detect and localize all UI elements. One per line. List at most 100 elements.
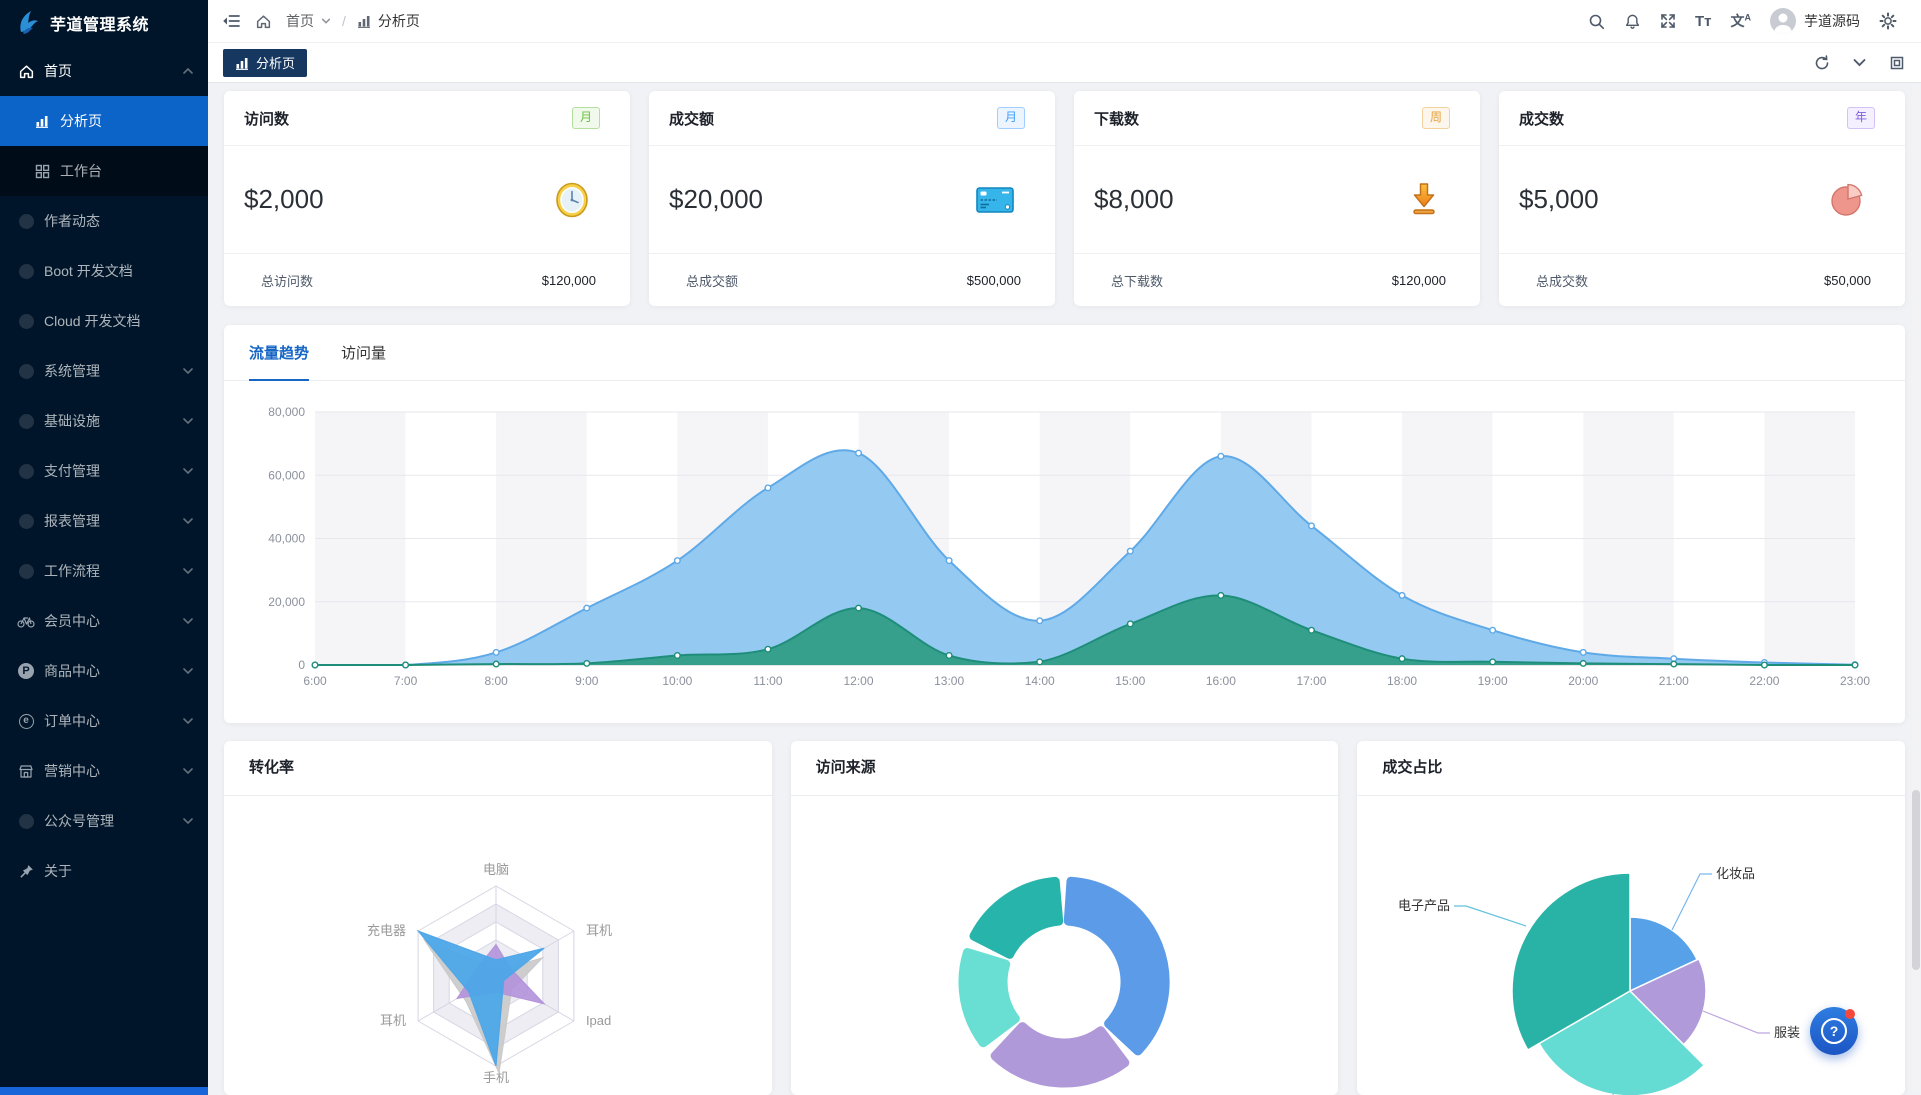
breadcrumb-home[interactable]: 首页 [286,13,314,29]
pin-icon [17,864,35,879]
user-menu[interactable]: 芋道源码 [1770,8,1860,34]
svg-text:6:00: 6:00 [303,674,327,688]
chevron-down-icon [182,515,194,527]
conversion-panel: 转化率 电脑 耳机 Ipad 手机 耳机 充电器 [224,741,772,1095]
svg-text:0: 0 [298,658,305,672]
stat-card-body: $2,000 [224,146,630,253]
font-size-icon[interactable]: Tт [1694,12,1712,30]
sidebar-item-label: 营销中心 [44,763,100,779]
svg-text:化妆品: 化妆品 [1716,866,1755,881]
stat-footer-label: 总成交数 [1536,273,1589,289]
gear-icon[interactable] [1879,12,1897,30]
grid-icon [33,164,51,179]
stat-card-header: 下载数 周 [1074,91,1480,146]
sidebar-item-Cloud 开发文档[interactable]: Cloud 开发文档 [0,296,208,346]
search-icon[interactable] [1588,13,1605,30]
refresh-icon[interactable] [1814,54,1830,71]
user-name: 芋道源码 [1804,13,1860,29]
tab-traffic-trend[interactable]: 流量趋势 [249,325,310,381]
stat-card-header: 成交额 月 [649,91,1055,146]
breadcrumb-current[interactable]: 分析页 [377,13,420,29]
sidebar-item-关于[interactable]: 关于 [0,846,208,896]
sidebar-item-label: 工作流程 [44,563,100,579]
sidebar-item-支付管理[interactable]: 支付管理 [0,446,208,496]
dot-icon [17,563,35,579]
help-button[interactable]: ? [1810,1007,1858,1055]
conversion-radar-chart: 电脑 耳机 Ipad 手机 耳机 充电器 [224,796,772,1095]
stat-footer-label: 总成交额 [686,273,739,289]
header-right: Tт 文A 芋道源码 [1588,8,1907,34]
menu-fold-icon[interactable] [222,12,241,30]
sidebar-item-系统管理[interactable]: 系统管理 [0,346,208,396]
chevron-down-icon[interactable] [321,16,331,26]
sidebar-item-营销中心[interactable]: 营销中心 [0,746,208,796]
stat-footer-value: $50,000 [1824,272,1871,288]
dot-icon [17,813,35,829]
svg-text:电子产品: 电子产品 [1398,898,1450,913]
stat-card-body: $8,000 [1074,146,1480,253]
stat-card-body: $5,000 [1499,146,1905,253]
sidebar-item-报表管理[interactable]: 报表管理 [0,496,208,546]
panel-title: 访问来源 [790,741,1339,796]
language-icon[interactable]: 文A [1730,12,1752,29]
scrollbar-thumb[interactable] [1912,790,1920,970]
tab-analysis[interactable]: 分析页 [223,48,308,77]
sidebar-item-label: 支付管理 [44,463,100,479]
sidebar-item-基础设施[interactable]: 基础设施 [0,396,208,446]
tag-tab-bar: 分析页 [208,43,1921,83]
breadcrumb: 首页 / 分析页 [286,11,420,31]
svg-text:14:00: 14:00 [1025,674,1055,688]
svg-text:Ipad: Ipad [586,1013,611,1028]
svg-text:20,000: 20,000 [268,595,305,609]
sidebar-item-label: 报表管理 [44,513,100,529]
home-icon [17,63,35,80]
clock-icon [554,181,590,219]
bar-chart-icon [33,114,51,128]
traffic-trend-card: 流量趋势 访问量 0 20,000 40,000 60,000 80,000 6:00 7:… [224,325,1905,723]
bar-chart-icon [357,14,371,28]
dot-icon [17,513,35,529]
visit-source-panel: 访问来源 [790,741,1339,1095]
bike-icon [17,614,35,628]
sidebar-item-label: Cloud 开发文档 [44,313,141,329]
bell-icon[interactable] [1624,13,1641,30]
header-left: 首页 / 分析页 [222,11,420,31]
home-icon[interactable] [255,13,272,30]
sidebar-item-订单中心[interactable]: e 订单中心 [0,696,208,746]
sidebar-scrollbar[interactable] [0,1087,208,1095]
svg-text:耳机: 耳机 [586,923,612,938]
card-icon [975,185,1015,215]
sidebar-item-作者动态[interactable]: 作者动态 [0,196,208,246]
stat-card-body: $20,000 [649,146,1055,253]
sidebar-item-会员中心[interactable]: 会员中心 [0,596,208,646]
stat-card-header: 访问数 月 [224,91,630,146]
stat-value: $2,000 [244,184,324,214]
stat-card-footer: 总成交额 $500,000 [649,253,1055,306]
svg-text:16:00: 16:00 [1206,674,1236,688]
app-title: 芋道管理系统 [50,17,150,34]
sidebar-item-工作台[interactable]: 工作台 [0,146,208,196]
dot-icon [18,813,34,829]
question-icon: ? [1821,1018,1847,1044]
dot-icon [17,263,35,279]
chevron-down-icon[interactable] [1852,55,1867,70]
sidebar-item-分析页[interactable]: 分析页 [0,96,208,146]
tab-visits[interactable]: 访问量 [341,345,387,362]
dot-icon [17,463,35,479]
page-scrollbar [1912,85,1920,1093]
sidebar-item-商品中心[interactable]: P 商品中心 [0,646,208,696]
sidebar-item-首页[interactable]: 首页 [0,46,208,96]
svg-text:11:00: 11:00 [753,674,782,688]
stat-card-footer: 总下载数 $120,000 [1074,253,1480,306]
maximize-icon[interactable] [1889,55,1905,71]
sidebar-menu: 首页 分析页 工作台 作者动态 Boot 开发文档 Cloud 开发文档系统管理 基础设施支… [0,46,208,896]
svg-text:电脑: 电脑 [483,862,509,877]
fullscreen-icon[interactable] [1660,13,1676,29]
sidebar-item-Boot 开发文档[interactable]: Boot 开发文档 [0,246,208,296]
sidebar-item-公众号管理[interactable]: 公众号管理 [0,796,208,846]
sidebar-item-label: 商品中心 [44,663,100,679]
logo[interactable]: 芋道管理系统 [0,0,208,46]
sidebar-item-label: 公众号管理 [44,813,114,829]
sidebar-item-工作流程[interactable]: 工作流程 [0,546,208,596]
